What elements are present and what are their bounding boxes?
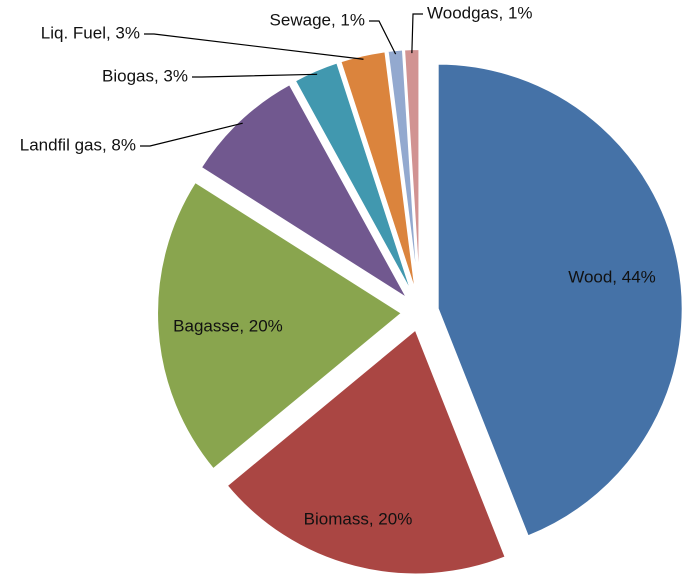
slice-label: Biogas, 3%: [102, 66, 188, 85]
leader-line: [192, 73, 318, 78]
pie-slice: [156, 180, 404, 471]
leader-line: [369, 20, 397, 55]
slice-label: Sewage, 1%: [270, 10, 365, 29]
pie-slice: [436, 62, 684, 538]
pie-slice: [293, 61, 414, 296]
slice-label: Liq. Fuel, 3%: [41, 23, 140, 42]
slice-label: Landfil gas, 8%: [20, 135, 136, 154]
leader-line: [144, 33, 364, 60]
slice-label: Bagasse, 20%: [173, 316, 283, 335]
pie-slice: [386, 48, 420, 295]
pie-slice: [199, 82, 409, 300]
slice-label: Woodgas, 1%: [427, 3, 533, 22]
leader-line: [411, 13, 423, 54]
leader-line: [140, 122, 243, 147]
slice-label: Wood, 44%: [568, 267, 656, 286]
pie-slice: [339, 50, 418, 295]
slice-label: Biomass, 20%: [304, 509, 413, 528]
pie-slice: [225, 327, 508, 576]
